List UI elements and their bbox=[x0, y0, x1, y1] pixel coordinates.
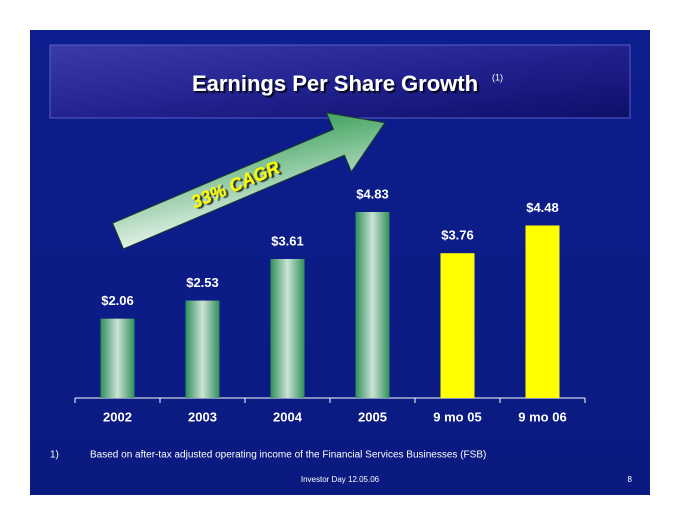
value-label: $2.53 bbox=[186, 275, 219, 290]
bar bbox=[355, 212, 390, 398]
page-number: 8 bbox=[628, 475, 633, 484]
bar bbox=[270, 258, 305, 398]
x-tick-label: 2003 bbox=[188, 409, 217, 424]
value-label: $4.83 bbox=[356, 186, 389, 201]
bar bbox=[525, 225, 560, 398]
x-tick-label: 2002 bbox=[103, 409, 132, 424]
arrow-shape bbox=[111, 112, 386, 250]
bar bbox=[185, 300, 220, 398]
value-label: $4.48 bbox=[526, 200, 559, 215]
x-tick-label: 9 mo 06 bbox=[518, 409, 566, 424]
value-label: $3.61 bbox=[271, 233, 304, 248]
x-tick-label: 2005 bbox=[358, 409, 387, 424]
bar bbox=[440, 253, 475, 398]
footnote-text: Based on after-tax adjusted operating in… bbox=[90, 450, 486, 461]
title-box bbox=[49, 44, 631, 119]
x-tick-label: 9 mo 05 bbox=[433, 409, 481, 424]
chart-title: Earnings Per Share Growth bbox=[192, 71, 478, 96]
bar bbox=[100, 318, 135, 398]
footer: Investor Day 12.05.06 bbox=[301, 475, 380, 484]
footnote-marker: 1) bbox=[50, 450, 59, 461]
x-tick-label: 2004 bbox=[273, 409, 303, 424]
value-label: $3.76 bbox=[441, 228, 474, 243]
value-label: $2.06 bbox=[101, 293, 134, 308]
title-note: (1) bbox=[492, 72, 503, 82]
